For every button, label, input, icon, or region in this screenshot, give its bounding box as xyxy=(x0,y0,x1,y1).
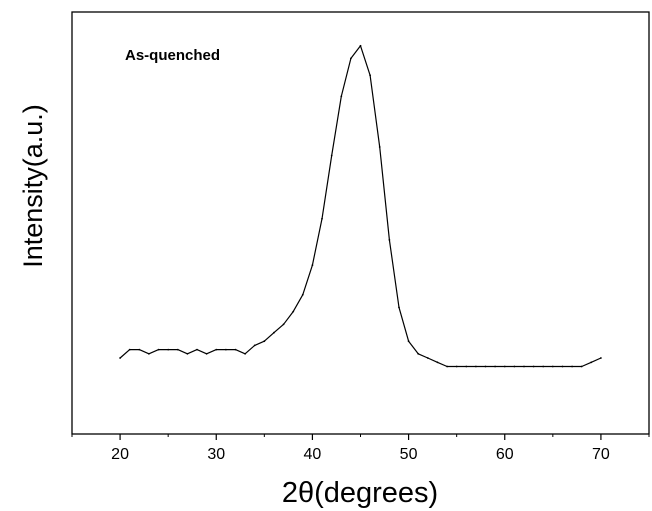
data-point xyxy=(561,365,564,368)
x-axis: 20 30 40 50 60 70 xyxy=(71,434,650,463)
plot-frame xyxy=(71,11,650,435)
data-point xyxy=(590,361,593,364)
data-point xyxy=(388,239,391,241)
data-point xyxy=(225,348,227,351)
data-point xyxy=(503,365,506,368)
data-point xyxy=(215,348,218,351)
data-point xyxy=(119,357,121,359)
data-point xyxy=(513,365,516,368)
data-point xyxy=(301,293,304,296)
annotation-label: As-quenched xyxy=(125,47,220,64)
data-point xyxy=(426,357,429,359)
x-tick-label: 30 xyxy=(207,446,225,463)
x-tick-label: 60 xyxy=(496,446,514,463)
data-point xyxy=(205,352,208,355)
data-point xyxy=(311,264,314,267)
x-tick-label: 20 xyxy=(111,446,129,463)
data-point xyxy=(176,348,179,351)
data-point xyxy=(273,331,275,334)
data-point xyxy=(157,348,160,351)
data-point xyxy=(359,44,362,47)
data-point xyxy=(436,361,439,364)
data-point xyxy=(398,306,400,309)
data-point xyxy=(196,348,198,351)
data-point xyxy=(523,365,525,368)
data-point xyxy=(369,74,371,77)
data-point xyxy=(234,348,237,351)
x-tick-label: 40 xyxy=(304,446,322,463)
data-point xyxy=(571,365,573,368)
data-point xyxy=(244,352,247,355)
data-point xyxy=(542,365,545,368)
data-point xyxy=(282,323,285,326)
data-point xyxy=(465,365,468,368)
data-point xyxy=(138,348,141,351)
data-point xyxy=(551,365,554,368)
data-point xyxy=(417,352,420,355)
data-point xyxy=(186,352,189,355)
data-point xyxy=(600,357,602,359)
x-tick-label: 70 xyxy=(592,446,610,463)
data-point xyxy=(321,217,323,220)
series-line xyxy=(119,45,602,368)
data-point xyxy=(292,310,295,313)
data-point xyxy=(580,365,583,368)
data-point xyxy=(263,340,266,343)
data-point xyxy=(455,365,458,368)
data-point xyxy=(330,154,333,157)
data-point xyxy=(475,365,477,368)
x-axis-title: 2θ(degrees) xyxy=(282,477,438,509)
data-point xyxy=(407,340,410,343)
y-axis-title: Intensity(a.u.) xyxy=(18,104,48,268)
data-point xyxy=(340,95,343,98)
data-point xyxy=(350,57,352,60)
data-point xyxy=(148,352,150,355)
data-point xyxy=(494,365,496,368)
data-point xyxy=(128,348,131,351)
data-point xyxy=(446,365,448,368)
data-layer xyxy=(119,44,602,368)
data-point xyxy=(532,365,535,368)
data-point xyxy=(253,344,256,347)
data-point xyxy=(378,146,381,148)
x-tick-label: 50 xyxy=(400,446,418,463)
data-point xyxy=(484,365,487,368)
data-point xyxy=(167,348,170,351)
